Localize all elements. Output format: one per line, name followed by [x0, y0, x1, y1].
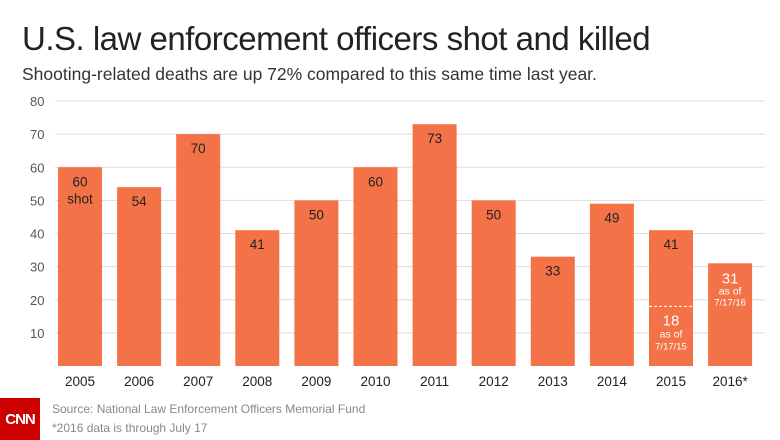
data-label: 60	[72, 174, 87, 189]
y-tick-label: 30	[30, 260, 44, 275]
bar-2010	[353, 167, 398, 366]
annotation-date: 7/17/15	[655, 341, 687, 352]
data-label: 33	[545, 264, 560, 279]
x-tick-label: 2005	[65, 374, 95, 389]
x-tick-label: 2013	[538, 374, 568, 389]
data-label: 73	[427, 131, 442, 146]
x-tick-label: 2011	[420, 374, 449, 389]
y-tick-label: 50	[30, 193, 44, 208]
bar-2005	[58, 167, 102, 366]
x-tick-label: 2006	[124, 374, 154, 389]
annotation-value: 18	[663, 312, 680, 329]
bar-2012	[471, 200, 516, 366]
bar-2013	[530, 256, 575, 366]
x-tick-label: 2008	[242, 374, 272, 389]
annotation-text: as of	[660, 328, 683, 340]
y-tick-label: 60	[30, 160, 44, 175]
data-label: 54	[132, 194, 148, 209]
annotation-date: 7/17/16	[714, 297, 746, 308]
y-tick-label: 10	[30, 326, 44, 341]
cnn-logo: CNN	[0, 398, 40, 440]
chart-subtitle: Shooting-related deaths are up 72% compa…	[22, 64, 597, 84]
bar-2009	[294, 200, 339, 366]
data-label: 50	[486, 207, 501, 222]
source-note: Source: National Law Enforcement Officer…	[52, 402, 366, 416]
x-tick-label: 2014	[597, 374, 628, 389]
bar-chart: 10 20 30 40 50 60 70 80 60 2005 54 2006 70 2007 41 2008…	[30, 94, 765, 389]
x-tick-label: 2012	[479, 374, 509, 389]
bar-2011	[412, 124, 457, 366]
data-label: 60	[368, 174, 383, 189]
x-tick-label: 2010	[360, 374, 390, 389]
y-tick-label: 80	[30, 94, 44, 109]
data-label: 49	[604, 211, 619, 226]
bar-2014	[589, 203, 634, 366]
chart-title: U.S. law enforcement officers shot and k…	[22, 20, 651, 57]
x-tick-label: 2007	[183, 374, 213, 389]
data-label: 50	[309, 207, 324, 222]
bar-2008	[235, 230, 280, 366]
bar-2006	[117, 187, 162, 366]
data-label: 31	[722, 270, 739, 287]
data-label: 70	[191, 141, 206, 156]
bar-2007	[176, 134, 221, 366]
x-tick-label: 2015	[656, 374, 686, 389]
y-tick-label: 20	[30, 293, 44, 308]
bar-2016*	[708, 263, 753, 366]
footnote: *2016 data is through July 17	[52, 421, 208, 435]
annotation-text: shot	[67, 191, 93, 206]
x-tick-label: 2016*	[712, 374, 748, 389]
y-tick-label: 40	[30, 227, 44, 242]
data-label: 41	[663, 237, 678, 252]
y-tick-label: 70	[30, 127, 44, 142]
data-label: 41	[250, 237, 265, 252]
bar-2015	[649, 230, 693, 366]
x-tick-label: 2009	[301, 374, 331, 389]
annotation-text: as of	[719, 285, 742, 297]
